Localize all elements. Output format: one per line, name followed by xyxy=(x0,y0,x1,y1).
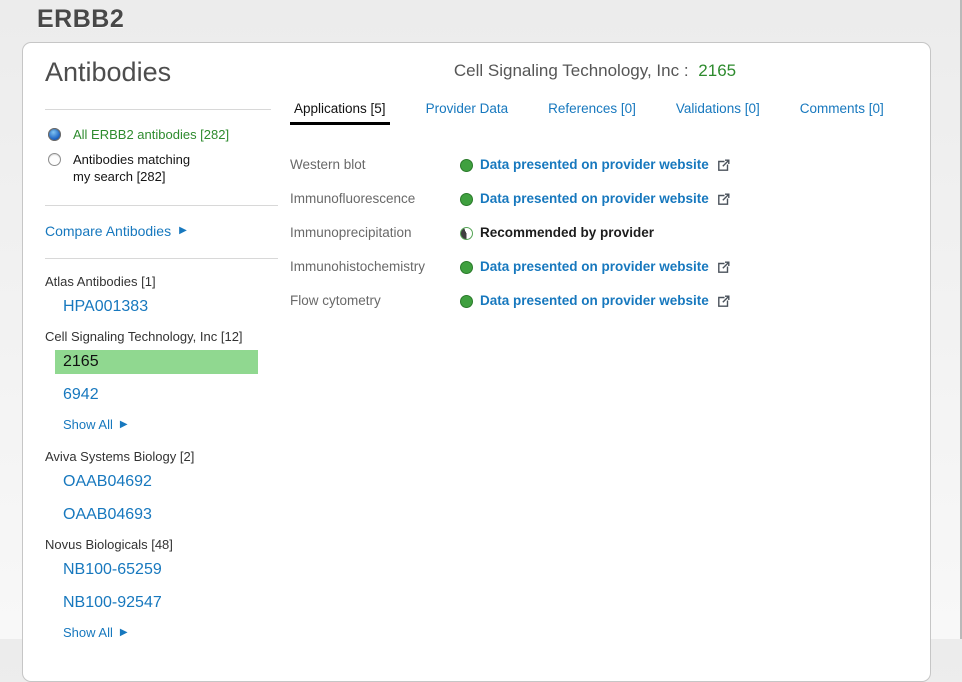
external-link-icon[interactable] xyxy=(717,159,730,172)
show-all-link[interactable]: Show All ▶ xyxy=(63,417,128,432)
application-status: Data presented on provider website xyxy=(460,291,730,311)
window-edge xyxy=(960,0,962,639)
sidebar: Antibodies All ERBB2 antibodies [282] An… xyxy=(23,43,278,681)
antibody-link-2165-selected[interactable]: 2165 xyxy=(55,350,258,374)
arrow-right-icon: ▶ xyxy=(119,626,128,638)
title-antibody-id: 2165 xyxy=(698,61,737,80)
provider-group-cell-signaling: Cell Signaling Technology, Inc [12] 2165… xyxy=(45,328,268,444)
provider-website-link[interactable]: Data presented on provider website xyxy=(480,191,709,206)
tab-provider-data[interactable]: Provider Data xyxy=(425,101,509,116)
show-all-label: Show All xyxy=(63,417,113,432)
application-status: Data presented on provider website xyxy=(460,257,730,277)
application-row-immunohistochemistry: Immunohistochemistry Data presented on p… xyxy=(290,257,900,278)
external-link-icon[interactable] xyxy=(717,295,730,308)
filter-label[interactable]: Antibodies matching my search [282] xyxy=(73,152,191,184)
tab-validations[interactable]: Validations [0] xyxy=(675,101,760,116)
provider-website-link[interactable]: Data presented on provider website xyxy=(480,293,709,308)
arrow-right-icon: ▶ xyxy=(119,418,128,430)
filter-label[interactable]: All ERBB2 antibodies [282] xyxy=(73,127,230,142)
provider-group-novus: Novus Biologicals [48] NB100-65259 NB100… xyxy=(45,536,268,652)
application-row-immunoprecipitation: Immunoprecipitation Recommended by provi… xyxy=(290,223,900,244)
application-name: Immunoprecipitation xyxy=(290,225,412,240)
recommended-pie-icon xyxy=(460,226,473,240)
antibody-link-oaab04693[interactable]: OAAB04693 xyxy=(63,506,152,523)
page-header: ERBB2 xyxy=(0,0,962,42)
filter-all-antibodies[interactable]: All ERBB2 antibodies [282] xyxy=(45,126,268,143)
application-row-immunofluorescence: Immunofluorescence Data presented on pro… xyxy=(290,189,900,210)
provider-group-aviva: Aviva Systems Biology [2] OAAB04692 OAAB… xyxy=(45,448,268,527)
external-link-icon[interactable] xyxy=(717,193,730,206)
data-available-dot-icon xyxy=(460,158,473,172)
antibody-link-nb100-92547[interactable]: NB100-92547 xyxy=(63,594,162,611)
applications-table: Western blot Data presented on provider … xyxy=(290,155,900,312)
provider-website-link[interactable]: Data presented on provider website xyxy=(480,157,709,172)
provider-name: Aviva Systems Biology [2] xyxy=(45,449,195,464)
divider xyxy=(45,109,271,110)
application-name: Western blot xyxy=(290,157,366,172)
antibody-link-hpa001383[interactable]: HPA001383 xyxy=(63,298,149,315)
application-status: Recommended by provider xyxy=(460,223,654,243)
show-all-label: Show All xyxy=(63,625,113,640)
provider-group-atlas: Atlas Antibodies [1] HPA001383 xyxy=(45,273,268,319)
antibody-link-nb100-65259[interactable]: NB100-65259 xyxy=(63,561,162,578)
compare-antibodies-link[interactable]: Compare Antibodies ▶ xyxy=(45,223,187,239)
selected-antibody-title: Cell Signaling Technology, Inc : 2165 xyxy=(290,61,900,81)
antibody-detail: Cell Signaling Technology, Inc : 2165 Ap… xyxy=(268,43,930,681)
tab-comments[interactable]: Comments [0] xyxy=(799,101,884,116)
gene-title: ERBB2 xyxy=(37,5,125,33)
provider-list: Atlas Antibodies [1] HPA001383 Cell Sign… xyxy=(45,273,268,652)
divider xyxy=(45,205,278,206)
tab-applications[interactable]: Applications [5] xyxy=(290,101,390,125)
radio-unselected-icon[interactable] xyxy=(48,153,61,166)
divider xyxy=(45,258,278,259)
tab-references[interactable]: References [0] xyxy=(548,101,636,116)
data-available-dot-icon xyxy=(460,192,473,206)
application-name: Flow cytometry xyxy=(290,293,381,308)
data-available-dot-icon xyxy=(460,294,473,308)
antibody-link-6942[interactable]: 6942 xyxy=(63,386,99,403)
application-status: Data presented on provider website xyxy=(460,155,730,175)
provider-name: Cell Signaling Technology, Inc [12] xyxy=(45,329,243,344)
provider-website-link[interactable]: Data presented on provider website xyxy=(480,259,709,274)
detail-tabs: Applications [5] Provider Data Reference… xyxy=(290,101,900,125)
arrow-right-icon: ▶ xyxy=(179,225,187,236)
provider-name: Novus Biologicals [48] xyxy=(45,537,173,552)
radio-selected-icon[interactable] xyxy=(48,128,61,141)
antibodies-panel: Antibodies All ERBB2 antibodies [282] An… xyxy=(22,42,931,682)
filter-matching-search[interactable]: Antibodies matching my search [282] xyxy=(45,151,268,185)
application-name: Immunofluorescence xyxy=(290,191,416,206)
application-status: Data presented on provider website xyxy=(460,189,730,209)
data-available-dot-icon xyxy=(460,260,473,274)
application-name: Immunohistochemistry xyxy=(290,259,426,274)
sidebar-heading: Antibodies xyxy=(45,57,172,87)
antibody-link-oaab04692[interactable]: OAAB04692 xyxy=(63,473,152,490)
show-all-link[interactable]: Show All ▶ xyxy=(63,625,128,640)
antibody-filter-group: All ERBB2 antibodies [282] Antibodies ma… xyxy=(45,126,268,185)
title-provider: Cell Signaling Technology, Inc : xyxy=(453,61,689,80)
application-row-western-blot: Western blot Data presented on provider … xyxy=(290,155,900,176)
external-link-icon[interactable] xyxy=(717,261,730,274)
compare-antibodies-label: Compare Antibodies xyxy=(45,223,172,239)
application-row-flow-cytometry: Flow cytometry Data presented on provide… xyxy=(290,291,900,312)
recommended-status-text: Recommended by provider xyxy=(480,225,655,240)
provider-name: Atlas Antibodies [1] xyxy=(45,274,156,289)
